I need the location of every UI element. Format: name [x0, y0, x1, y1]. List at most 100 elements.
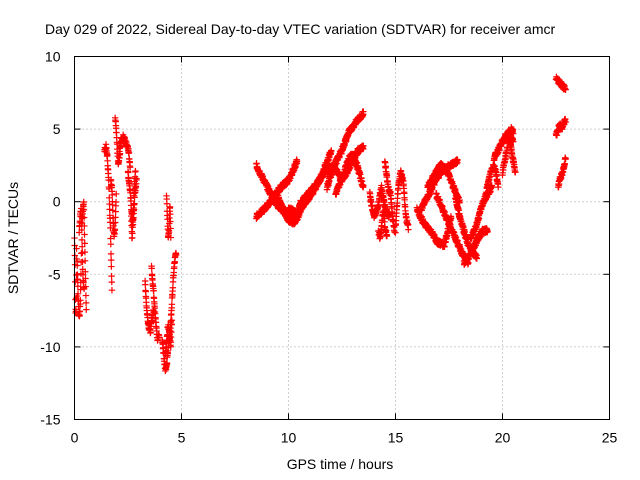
data-point-marker — [80, 206, 88, 213]
y-tick-label: -15 — [40, 412, 60, 428]
y-tick-label: 0 — [53, 194, 61, 210]
data-series-segment — [166, 249, 180, 342]
data-point-marker — [126, 164, 134, 171]
y-axis-label: SDTVAR / TECUs — [5, 182, 21, 294]
x-tick-label: 15 — [388, 430, 404, 446]
data-point-marker — [80, 198, 87, 206]
data-series-segment — [432, 189, 472, 268]
data-point-marker — [562, 155, 569, 163]
data-point-marker — [78, 243, 86, 250]
data-point-marker — [82, 268, 89, 275]
data-point-marker — [82, 275, 89, 282]
data-point-marker — [454, 156, 461, 164]
data-point-marker — [129, 230, 136, 237]
axis-ticks: 0 5 10 15 20 25 -15 -10 -5 0 5 10 — [40, 49, 617, 446]
data-point-marker — [81, 222, 88, 230]
data-series-segment — [552, 73, 569, 93]
data-point-marker — [82, 292, 90, 299]
data-series-segment — [424, 160, 463, 207]
data-point-marker — [81, 257, 89, 265]
data-series-segment — [505, 133, 519, 176]
chart-title: Day 029 of 2022, Sidereal Day-to-day VTE… — [45, 21, 555, 37]
data-series-segment — [381, 158, 398, 236]
data-point-marker — [77, 286, 84, 293]
plot-frame — [74, 56, 610, 420]
data-series-segment — [552, 115, 569, 139]
data-point-marker — [392, 229, 399, 236]
data-series-segment — [141, 277, 157, 337]
data-point-marker — [383, 232, 391, 240]
data-point-marker — [81, 231, 88, 238]
data-point-marker — [112, 214, 119, 221]
data-point-marker — [107, 256, 115, 264]
data-point-marker — [82, 283, 89, 290]
data-point-marker — [473, 255, 481, 262]
x-tick-label: 10 — [281, 430, 297, 446]
data-point-marker — [142, 281, 149, 288]
data-point-marker — [108, 182, 116, 189]
data-point-marker — [107, 240, 114, 248]
data-point-marker — [130, 201, 137, 208]
x-tick-label: 20 — [495, 430, 511, 446]
data-point-marker — [166, 203, 174, 211]
x-tick-label: 25 — [602, 430, 618, 446]
data-series-segment — [554, 154, 569, 191]
data-series-segment — [392, 167, 412, 236]
data-point-marker — [167, 234, 174, 241]
data-point-marker — [360, 182, 367, 189]
data-point-marker — [150, 287, 157, 295]
data-point-marker — [113, 190, 120, 198]
data-point-marker — [167, 218, 174, 225]
data-series-segment — [162, 317, 176, 357]
data-point-marker — [107, 235, 114, 242]
data-point-marker — [106, 206, 113, 213]
data-point-marker — [108, 263, 115, 270]
data-point-marker — [109, 201, 116, 209]
data-point-marker — [360, 108, 367, 115]
data-series-segment — [460, 225, 491, 268]
data-point-marker — [328, 147, 335, 154]
data-series-segment — [467, 182, 495, 242]
y-tick-label: -10 — [40, 339, 60, 355]
data-series-segment — [323, 108, 367, 193]
data-series-segment — [78, 198, 90, 313]
y-tick-label: -5 — [48, 266, 61, 282]
data-point-marker — [83, 306, 90, 313]
data-point-marker — [112, 198, 120, 206]
data-point-marker — [166, 214, 173, 222]
data-point-marker — [129, 214, 137, 221]
data-point-marker — [104, 152, 111, 159]
data-point-marker — [78, 236, 86, 244]
data-point-marker — [167, 324, 174, 332]
data-series-segment — [338, 150, 367, 191]
y-tick-label: 10 — [45, 49, 61, 65]
data-point-marker — [109, 207, 116, 214]
data-point-marker — [106, 194, 113, 201]
data-series-segment — [128, 167, 139, 242]
data-point-marker — [155, 332, 163, 339]
data-point-marker — [108, 278, 115, 286]
x-tick-label: 5 — [178, 430, 186, 446]
x-tick-label: 0 — [71, 430, 79, 446]
data-point-marker — [77, 297, 84, 304]
data-point-marker — [74, 262, 81, 269]
data-point-marker — [147, 329, 154, 336]
data-point-marker — [167, 317, 175, 325]
data-point-marker — [112, 208, 119, 215]
data-point-marker — [163, 200, 171, 207]
grid-lines — [74, 56, 610, 420]
data-point-marker — [172, 251, 180, 259]
data-point-marker — [495, 183, 502, 191]
data-series-segment — [253, 156, 301, 222]
data-point-marker — [360, 142, 367, 150]
data-point-marker — [391, 228, 398, 236]
data-point-marker — [132, 167, 139, 175]
data-point-marker — [383, 172, 391, 179]
data-points — [71, 73, 569, 375]
data-point-marker — [108, 272, 115, 280]
data-point-marker — [125, 149, 133, 157]
data-point-marker — [484, 227, 491, 235]
data-series-segment — [499, 123, 517, 179]
data-point-marker — [108, 286, 116, 294]
